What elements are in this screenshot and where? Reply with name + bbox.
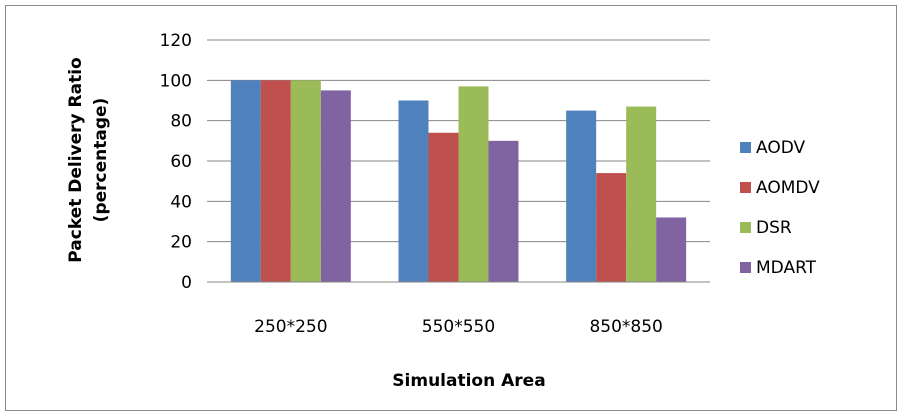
legend-label-mdart: MDART [756, 258, 817, 278]
y-tick-label: 60 [170, 152, 192, 172]
bar-dsr-2 [458, 86, 489, 282]
bar-dsr-1 [290, 80, 321, 282]
y-tick-label: 40 [170, 192, 192, 212]
legend: AODV AOMDV DSR MDART [740, 138, 820, 278]
y-tick-label: 120 [160, 31, 192, 51]
legend-swatch-dsr [740, 222, 751, 233]
bar-aomdv-1 [260, 80, 291, 282]
y-axis-ticks: 0 20 40 60 80 100 120 [160, 31, 192, 293]
legend-label-aomdv: AOMDV [756, 178, 820, 198]
x-tick-label: 550*550 [422, 317, 495, 337]
bar-mdart-1 [320, 90, 351, 283]
y-tick-label: 0 [181, 273, 192, 293]
x-axis-ticks: 250*250 550*550 850*850 [254, 317, 663, 337]
y-tick-label: 80 [170, 112, 192, 132]
bar-mdart-2 [488, 140, 519, 282]
x-tick-label: 850*850 [589, 317, 662, 337]
legend-label-aodv: AODV [756, 138, 806, 158]
legend-swatch-aomdv [740, 182, 751, 193]
bars [230, 80, 687, 283]
legend-label-dsr: DSR [756, 218, 792, 238]
x-tick-label: 250*250 [254, 317, 327, 337]
bar-aodv-1 [230, 80, 261, 282]
y-tick-label: 20 [170, 233, 192, 253]
bar-dsr-3 [626, 106, 657, 282]
y-axis-title-line1: Packet Delivery Ratio [66, 57, 86, 262]
y-axis-title-line2: (percentage) [91, 98, 111, 223]
bar-aodv-3 [566, 110, 597, 282]
legend-swatch-mdart [740, 262, 751, 273]
x-axis-title: Simulation Area [392, 371, 545, 391]
bar-aomdv-3 [596, 173, 627, 282]
bar-aodv-2 [398, 100, 429, 282]
bar-aomdv-2 [428, 132, 459, 282]
y-tick-label: 100 [160, 71, 192, 91]
legend-swatch-aodv [740, 142, 751, 153]
bar-mdart-3 [656, 217, 687, 282]
